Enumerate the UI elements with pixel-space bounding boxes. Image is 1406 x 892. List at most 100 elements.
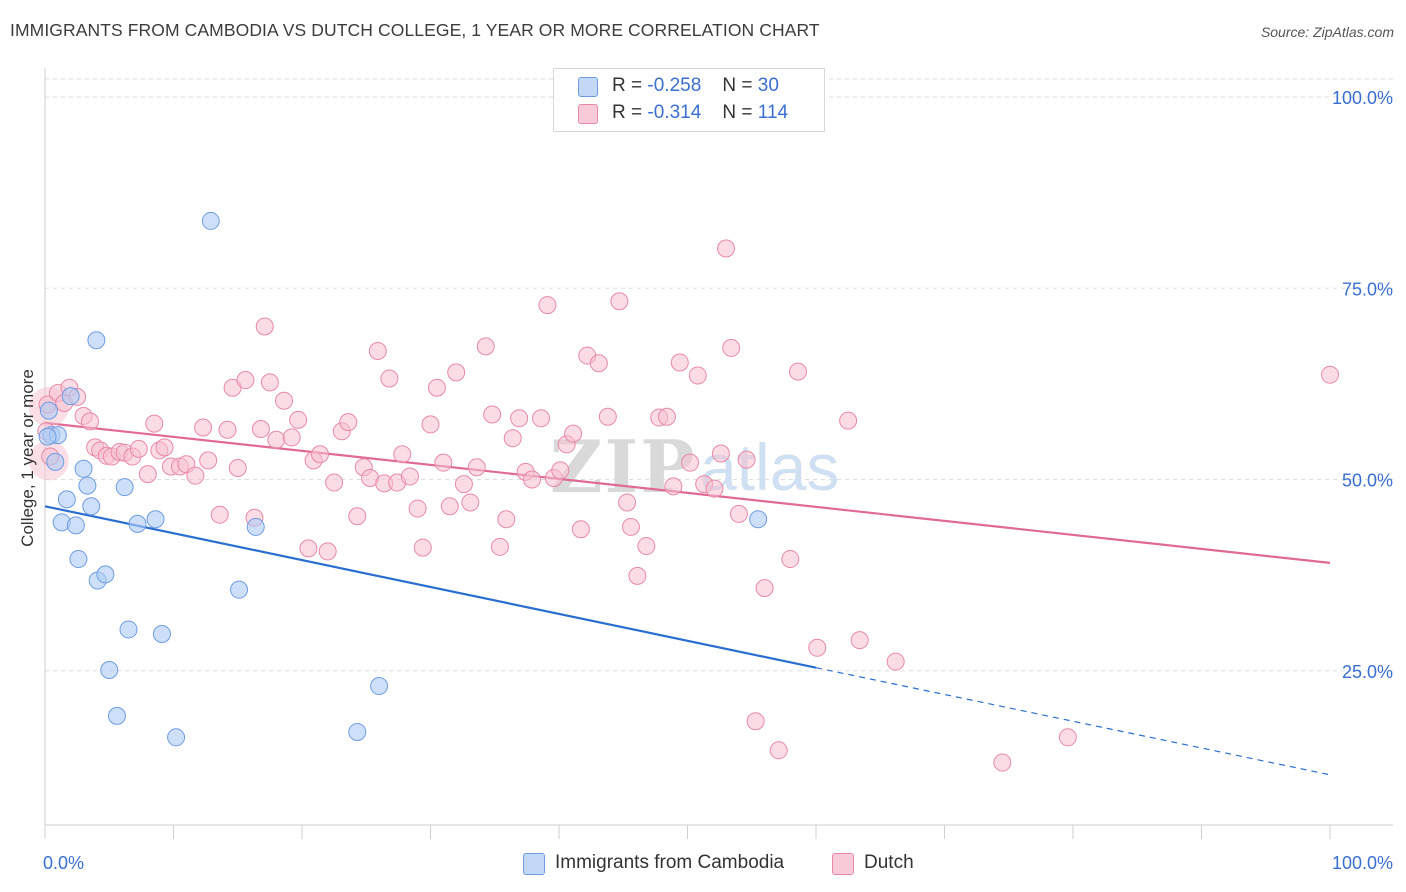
data-point-dutch	[251, 420, 270, 439]
data-point-cambodia	[38, 427, 57, 446]
y-tick-label: 50.0%	[1342, 471, 1393, 491]
data-point-dutch	[275, 391, 294, 410]
legend-label-dutch: Dutch	[864, 852, 914, 873]
trendline-dutch	[44, 421, 1331, 564]
data-point-dutch	[621, 517, 640, 536]
data-point-dutch	[380, 369, 399, 388]
data-point-dutch	[299, 539, 318, 558]
data-point-cambodia	[57, 490, 76, 509]
data-point-dutch	[228, 459, 247, 478]
data-point-dutch	[657, 407, 676, 426]
data-point-dutch	[255, 317, 274, 336]
data-point-dutch	[571, 520, 590, 539]
data-point-dutch	[339, 413, 358, 432]
data-point-dutch	[490, 537, 509, 556]
legend-n-value: 30	[757, 75, 779, 96]
legend-r-label: R =	[612, 75, 643, 96]
trendline-cambodia-extension	[815, 667, 1331, 776]
data-point-cambodia	[119, 620, 138, 639]
data-point-cambodia	[61, 387, 80, 406]
data-point-cambodia	[107, 706, 126, 725]
data-point-dutch	[289, 410, 308, 429]
data-point-cambodia	[370, 677, 389, 696]
data-point-dutch	[408, 499, 427, 518]
data-point-cambodia	[146, 510, 165, 529]
data-point-dutch	[564, 424, 583, 443]
y-tick-label: 75.0%	[1342, 279, 1393, 299]
stats-legend: R = -0.258 N = 30 R = -0.314 N = 114	[553, 68, 825, 132]
data-point-dutch	[497, 510, 516, 529]
data-point-cambodia	[167, 728, 186, 747]
legend-r-value: -0.258	[647, 75, 702, 96]
y-tick-label: 100.0%	[1332, 88, 1393, 108]
data-point-dutch	[664, 477, 683, 496]
data-point-dutch	[186, 466, 205, 485]
data-point-dutch	[236, 371, 255, 390]
data-point-dutch	[282, 428, 301, 447]
data-point-dutch	[325, 473, 344, 492]
data-point-dutch	[781, 550, 800, 569]
data-point-dutch	[368, 341, 387, 360]
data-point-dutch	[670, 353, 689, 372]
data-point-dutch	[476, 337, 495, 356]
data-point-dutch	[589, 354, 608, 373]
data-point-dutch	[260, 373, 279, 392]
data-point-dutch	[688, 366, 707, 385]
data-point-dutch	[434, 453, 453, 472]
data-point-dutch	[467, 458, 486, 477]
data-point-dutch	[737, 450, 756, 469]
data-point-dutch	[722, 338, 741, 357]
watermark-atlas: atlas	[700, 430, 839, 504]
data-point-dutch	[427, 378, 446, 397]
legend-swatch-dutch	[578, 104, 598, 124]
data-point-dutch	[267, 430, 286, 449]
data-point-cambodia	[78, 476, 97, 495]
data-point-dutch	[769, 741, 788, 760]
data-point-cambodia	[348, 722, 367, 741]
data-point-dutch	[447, 363, 466, 382]
data-point-dutch	[850, 631, 869, 650]
data-point-dutch	[440, 497, 459, 516]
data-point-dutch	[155, 438, 174, 457]
data-point-cambodia	[87, 331, 106, 350]
legend-label-cambodia: Immigrants from Cambodia	[555, 852, 785, 873]
data-point-dutch	[610, 292, 629, 311]
data-point-dutch	[705, 479, 724, 498]
data-point-dutch	[789, 362, 808, 381]
source-label: Source: ZipAtlas.com	[1260, 24, 1394, 40]
data-point-dutch	[523, 470, 542, 489]
data-point-dutch	[129, 439, 148, 458]
data-point-dutch	[138, 465, 157, 484]
data-point-dutch	[886, 652, 905, 671]
data-point-dutch	[145, 414, 164, 433]
data-point-dutch	[618, 493, 637, 512]
data-point-dutch	[808, 638, 827, 657]
legend-n-label: N =	[722, 75, 753, 96]
data-point-dutch	[717, 239, 736, 258]
legend-r-value: -0.314	[647, 102, 702, 123]
data-point-dutch	[510, 409, 529, 428]
data-point-dutch	[746, 712, 765, 731]
data-point-cambodia	[230, 580, 249, 599]
data-point-dutch	[483, 405, 502, 424]
data-point-dutch	[503, 429, 522, 448]
data-point-dutch	[348, 507, 367, 526]
data-point-cambodia	[201, 211, 220, 230]
x-tick-label: 100.0%	[1332, 853, 1393, 873]
data-point-dutch	[755, 579, 774, 598]
data-point-cambodia	[82, 497, 101, 516]
legend-n-label: N =	[722, 102, 753, 123]
data-point-dutch	[839, 411, 858, 430]
data-point-dutch	[551, 461, 570, 480]
data-point-cambodia	[115, 478, 134, 497]
legend-r-label: R =	[612, 102, 643, 123]
data-point-dutch	[199, 451, 218, 470]
data-point-dutch	[413, 538, 432, 557]
data-point-dutch	[400, 467, 419, 486]
legend-swatch-cambodia	[578, 77, 598, 97]
data-point-dutch	[1058, 728, 1077, 747]
data-point-dutch	[393, 445, 412, 464]
data-point-dutch	[210, 505, 229, 524]
data-point-dutch	[1321, 365, 1339, 384]
data-point-cambodia	[96, 565, 115, 584]
